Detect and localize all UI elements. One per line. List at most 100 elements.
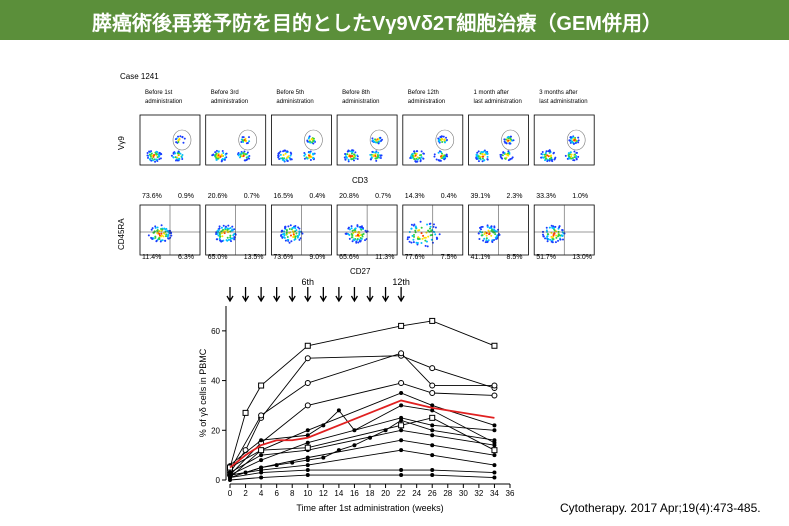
- flow-column-header: last administration: [539, 99, 587, 105]
- flow-event: [429, 234, 432, 237]
- flow-column-header: Before 8th: [342, 90, 370, 96]
- flow-event: [312, 140, 315, 143]
- marker: [290, 460, 295, 465]
- flow-event: [372, 139, 375, 142]
- flow-event: [422, 157, 425, 160]
- flow-event: [372, 151, 375, 154]
- flow-event: [291, 230, 294, 233]
- flow-event: [279, 150, 282, 153]
- x-tick-label: 30: [459, 489, 468, 498]
- flow-event: [217, 229, 220, 232]
- flow-event: [350, 225, 353, 228]
- flow-event: [416, 158, 419, 161]
- x-tick-label: 28: [443, 489, 452, 498]
- flow-event: [424, 244, 427, 247]
- dose-arrow: [273, 287, 281, 303]
- flow-event: [377, 142, 380, 145]
- flow-event: [286, 236, 289, 239]
- marker: [274, 463, 279, 468]
- flow-event: [443, 138, 446, 141]
- flow-event: [412, 238, 415, 241]
- flow-event: [285, 232, 288, 235]
- flow-event: [240, 155, 243, 158]
- axis-label: CD27: [350, 267, 371, 276]
- flow-event: [158, 158, 161, 161]
- flow-event: [156, 156, 159, 159]
- flow-plot: [468, 114, 529, 166]
- flow-event: [347, 233, 350, 236]
- flow-event: [347, 227, 350, 230]
- flow-event: [420, 154, 423, 157]
- flow-event: [419, 159, 422, 162]
- flow-column-header: administration: [276, 99, 313, 105]
- flow-event: [370, 153, 373, 156]
- marker: [399, 403, 404, 408]
- flow-event: [230, 229, 233, 232]
- flow-event: [443, 156, 446, 159]
- y-tick-label: 0: [216, 476, 221, 485]
- x-tick-label: 14: [334, 489, 343, 498]
- flow-event: [308, 154, 311, 157]
- flow-event: [308, 156, 311, 159]
- flow-plot: [205, 114, 267, 166]
- flow-event: [570, 153, 573, 156]
- flow-event: [152, 155, 155, 158]
- flow-event: [162, 235, 165, 238]
- flow-event: [564, 154, 567, 157]
- flow-event: [180, 156, 183, 159]
- flow-event: [575, 151, 578, 154]
- flow-event: [153, 158, 156, 161]
- flow-plot: [533, 114, 595, 166]
- flow-event: [544, 237, 547, 240]
- flow-event: [550, 224, 553, 227]
- x-tick-label: 4: [259, 489, 264, 498]
- flow-event: [306, 140, 309, 143]
- flow-event: [241, 139, 244, 142]
- flow-event: [215, 233, 218, 236]
- marker: [430, 443, 435, 448]
- series-line: [229, 352, 495, 471]
- flow-event: [414, 229, 417, 232]
- flow-event: [281, 158, 284, 161]
- flow-event: [487, 229, 490, 232]
- flow-event: [544, 151, 547, 154]
- flow-event: [545, 150, 548, 153]
- flow-event: [156, 228, 159, 231]
- quadrant-percentage: 20.8%: [339, 193, 359, 200]
- marker: [492, 470, 497, 475]
- marker: [492, 428, 497, 433]
- flow-event: [494, 236, 497, 239]
- flow-event: [354, 234, 357, 237]
- flow-gate: [369, 129, 389, 151]
- flow-event: [352, 157, 355, 160]
- flow-event: [485, 234, 488, 237]
- flow-event: [482, 150, 485, 153]
- flow-event: [170, 234, 173, 237]
- flow-event: [420, 241, 423, 244]
- flow-event: [303, 157, 306, 160]
- flow-event: [166, 229, 169, 232]
- flow-event: [352, 231, 355, 234]
- flow-event: [553, 229, 556, 232]
- flow-event: [289, 231, 292, 234]
- flow-event: [493, 239, 496, 242]
- quadrant-percentage: 11.3%: [375, 254, 394, 261]
- flow-column-header: Before 5th: [276, 90, 304, 96]
- quadrant-percentage: 7.5%: [441, 254, 457, 261]
- flow-event: [177, 135, 180, 138]
- flow-event: [222, 224, 225, 227]
- flow-event: [374, 138, 377, 141]
- flow-event: [369, 158, 372, 161]
- marker: [243, 470, 248, 475]
- flow-event: [158, 154, 161, 157]
- marker: [305, 440, 310, 445]
- flow-event: [224, 153, 227, 156]
- flow-event: [183, 137, 186, 140]
- flow-event: [476, 151, 479, 154]
- flow-event: [553, 158, 556, 161]
- flow-event: [374, 141, 377, 144]
- flow-event: [165, 227, 168, 230]
- flow-event: [427, 229, 430, 232]
- flow-event: [481, 155, 484, 158]
- flow-event: [413, 158, 416, 161]
